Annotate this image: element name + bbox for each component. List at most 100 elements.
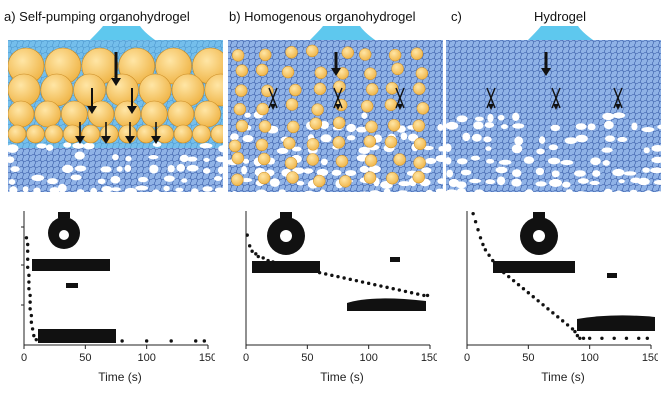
pore <box>485 179 496 185</box>
schematic-c <box>446 26 661 196</box>
pore <box>74 151 85 160</box>
data-point <box>551 311 555 315</box>
pore <box>202 168 211 174</box>
oil-sphere <box>136 124 156 144</box>
pore <box>590 157 601 166</box>
pore <box>538 136 546 144</box>
pore <box>242 158 250 164</box>
data-point <box>144 339 149 343</box>
oil-sphere <box>413 137 427 151</box>
pore <box>512 192 523 196</box>
data-point <box>575 333 580 338</box>
oil-sphere <box>335 154 349 168</box>
pore <box>214 187 223 193</box>
pore <box>361 112 368 119</box>
pore <box>320 158 328 166</box>
substrate-end <box>38 329 116 343</box>
needle <box>58 212 70 218</box>
pore <box>512 123 525 129</box>
pore <box>112 154 119 161</box>
pore <box>245 192 253 196</box>
pore <box>383 188 391 196</box>
pore <box>8 156 15 164</box>
pore <box>623 171 637 176</box>
pore <box>643 147 650 154</box>
pore <box>473 121 484 130</box>
data-point <box>560 319 565 323</box>
pore <box>213 176 223 182</box>
data-point <box>25 265 30 269</box>
pore <box>241 178 253 183</box>
oil-sphere <box>257 171 271 185</box>
blocked-arrow-head <box>615 104 621 110</box>
pore <box>346 135 356 141</box>
pore <box>242 135 254 143</box>
data-point <box>29 320 34 324</box>
oil-sphere <box>412 119 426 132</box>
flow-arrow-head <box>101 136 111 144</box>
data-point <box>342 276 346 280</box>
data-point <box>27 287 31 291</box>
pore <box>485 146 492 151</box>
pore <box>217 166 223 174</box>
pore <box>602 159 610 166</box>
oil-sphere <box>34 100 61 128</box>
oil-sphere <box>384 135 398 149</box>
blocked-arrow <box>395 87 405 109</box>
oil-sphere <box>360 100 374 113</box>
pore <box>319 120 329 130</box>
pore <box>657 124 661 130</box>
pore <box>356 126 368 133</box>
pore <box>116 166 123 172</box>
pore <box>603 188 613 195</box>
oil-sphere <box>228 139 242 153</box>
oil-sphere <box>285 46 298 59</box>
pore <box>575 191 588 196</box>
oil-sphere <box>283 137 296 150</box>
pore <box>605 135 615 142</box>
pore <box>397 190 409 195</box>
pore <box>152 189 160 196</box>
pore <box>407 133 419 142</box>
substrate <box>493 261 575 273</box>
pore <box>74 165 87 172</box>
data-point <box>422 293 426 298</box>
oil-sphere <box>363 171 377 184</box>
pore <box>483 192 493 196</box>
data-point <box>507 274 511 279</box>
oil-sphere <box>412 82 426 95</box>
data-point <box>531 295 535 299</box>
pore <box>653 179 661 185</box>
pore <box>422 145 434 151</box>
pore <box>446 157 452 165</box>
pore <box>31 174 45 182</box>
data-point <box>254 252 258 256</box>
pore <box>289 193 302 196</box>
needle <box>533 212 545 218</box>
data-point <box>385 285 389 290</box>
pore <box>101 185 113 193</box>
pore <box>551 170 560 178</box>
data-point <box>379 284 383 288</box>
chart-c: 0 50 100 150 Time (s) <box>464 211 658 384</box>
oil-sphere <box>384 98 398 112</box>
substrate <box>32 259 110 271</box>
pore <box>62 164 74 174</box>
oil-sphere <box>413 156 426 169</box>
pore <box>601 147 613 153</box>
oil-sphere <box>393 153 406 166</box>
x-axis-label: Time (s) <box>98 370 142 384</box>
pore <box>63 142 72 148</box>
pore <box>460 169 472 176</box>
water-droplet <box>90 26 155 40</box>
pore <box>548 144 558 151</box>
data-point <box>587 336 592 340</box>
data-point <box>330 273 334 278</box>
pore <box>618 179 625 184</box>
pore <box>617 136 628 143</box>
pore <box>512 169 522 178</box>
x-tick-label: 100 <box>580 352 598 364</box>
pore <box>22 186 29 193</box>
panel-b-title: b) Homogenous organohydrogel <box>229 9 416 24</box>
pore <box>344 191 352 196</box>
